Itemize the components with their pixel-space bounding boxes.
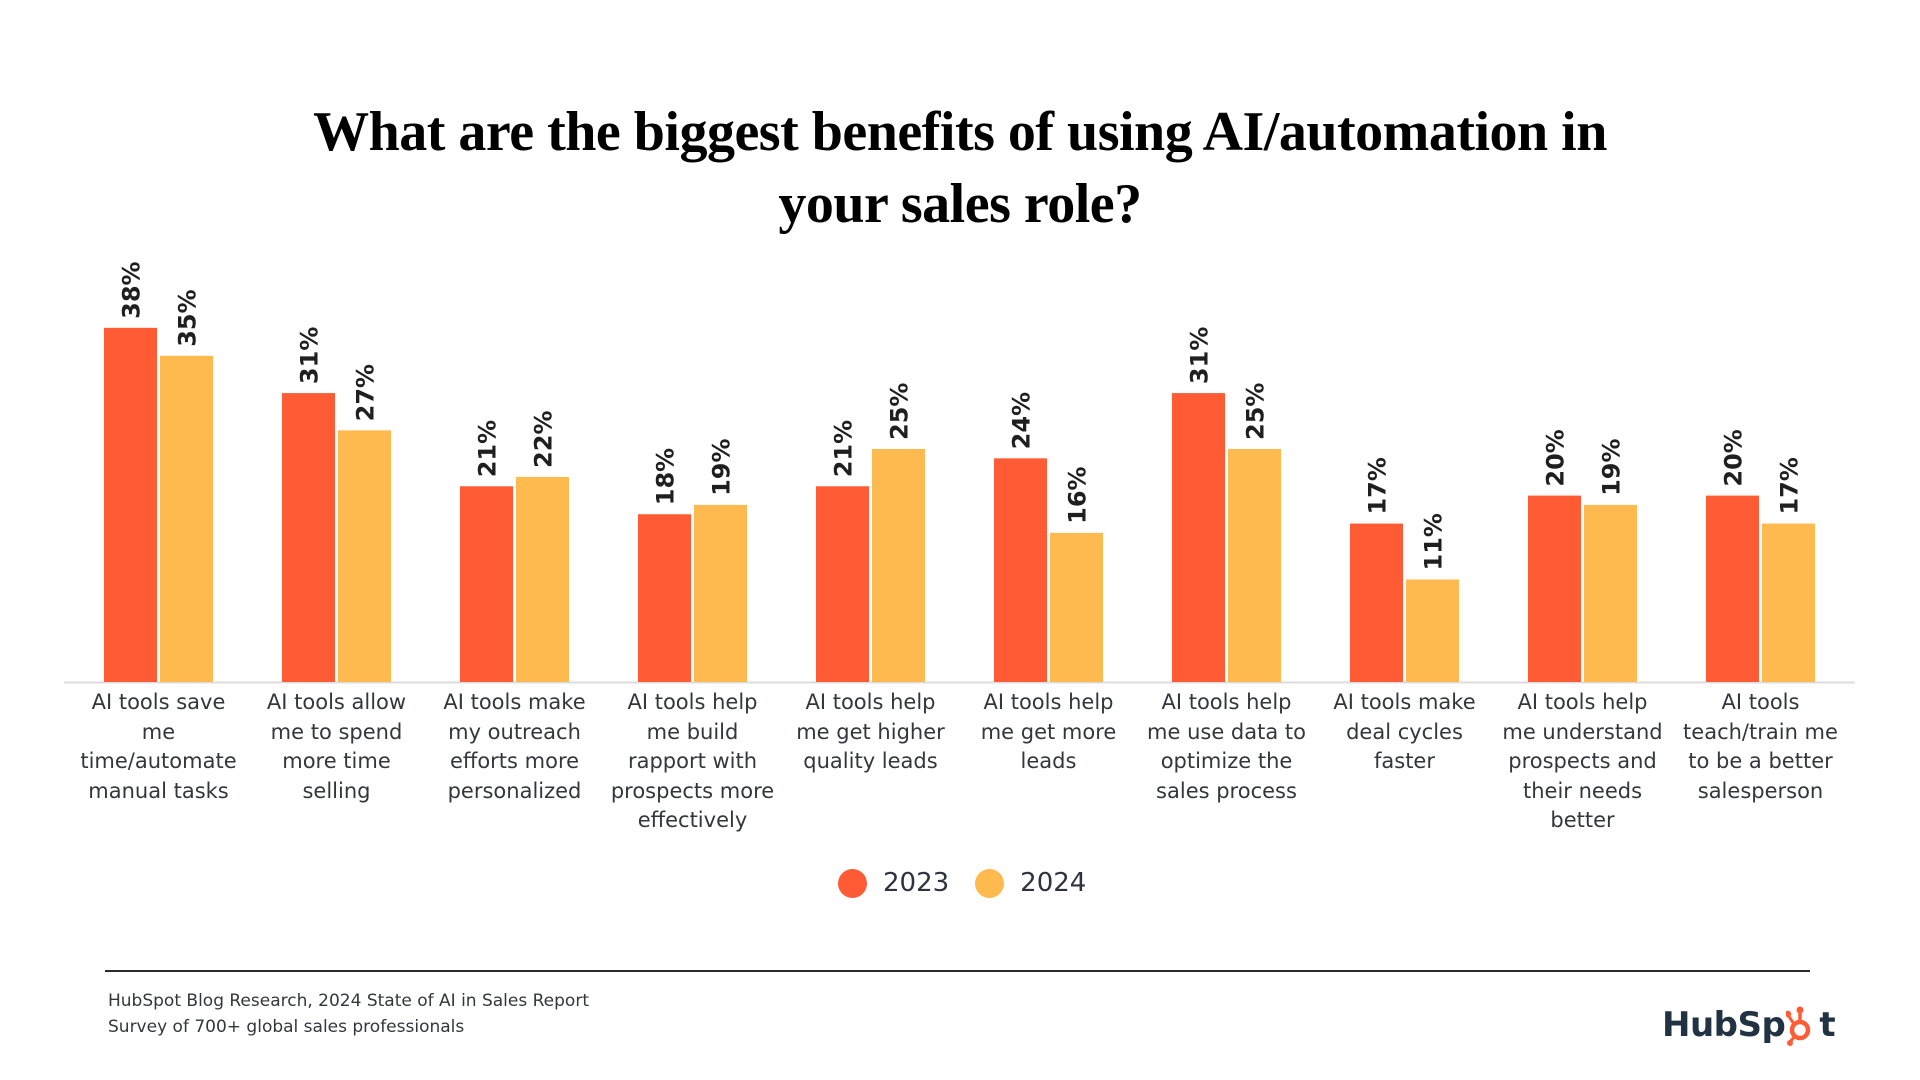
data-label-2023-5: 21%: [830, 420, 858, 477]
data-label-2024-2: 27%: [352, 364, 380, 421]
bar-2023-8: [1350, 523, 1403, 682]
data-label-2024-1: 35%: [174, 289, 202, 346]
data-label-2023-1: 38%: [118, 261, 146, 318]
legend: 2023 2024: [838, 868, 1112, 898]
data-label-2024-5: 25%: [886, 383, 914, 440]
bar-2023-1: [104, 327, 157, 682]
chart-title-line-2: your sales role?: [778, 173, 1142, 235]
category-label-8: AI tools make deal cycles faster: [1333, 690, 1476, 773]
category-label-2: AI tools allow me to spend more time sel…: [266, 690, 407, 803]
logo-text-start: HubSp: [1662, 1005, 1786, 1045]
category-label-5: AI tools help me get higher quality lead…: [796, 690, 945, 773]
data-label-2024-8: 11%: [1420, 513, 1448, 570]
hubspot-logo: HubSp t: [1662, 1003, 1836, 1047]
footer-source: HubSpot Blog Research, 2024 State of AI …: [108, 988, 589, 1040]
data-label-2023-9: 20%: [1542, 429, 1570, 486]
category-label-6: AI tools help me get more leads: [980, 690, 1117, 773]
bar-2023-2: [282, 393, 335, 682]
bar-2024-10: [1762, 523, 1815, 682]
data-label-2023-2: 31%: [296, 327, 324, 384]
bar-2023-6: [994, 458, 1047, 682]
bar-2023-7: [1172, 393, 1225, 682]
bar-chart: 38% 35% 31% 27% 21% 22% 18% 19% 21% 25% 24% 16% 31% 2…: [64, 261, 1855, 684]
bar-2024-4: [694, 504, 747, 682]
data-label-2023-6: 24%: [1008, 392, 1036, 449]
data-label-2023-4: 18%: [652, 448, 680, 505]
logo-text-end: t: [1819, 1005, 1836, 1045]
data-label-2023-7: 31%: [1186, 327, 1214, 384]
category-label-1: AI tools save me time/automate manual ta…: [80, 690, 237, 803]
legend-item-2024: 2024: [975, 868, 1086, 898]
bar-2024-1: [160, 355, 213, 682]
data-label-2024-6: 16%: [1064, 466, 1092, 523]
bar-2023-4: [638, 514, 691, 682]
category-label-3: AI tools make my outreach efforts more p…: [443, 690, 586, 803]
legend-item-2023: 2023: [838, 868, 949, 898]
footer-divider: [105, 970, 1810, 972]
bar-2023-9: [1528, 495, 1581, 682]
legend-swatch-2024: [975, 868, 1005, 898]
data-label-2024-3: 22%: [530, 411, 558, 468]
source-text: HubSpot Blog Research, 2024 State of AI …: [108, 991, 589, 1011]
data-label-2023-8: 17%: [1364, 457, 1392, 514]
data-label-2023-3: 21%: [474, 420, 502, 477]
data-label-2023-10: 20%: [1720, 429, 1748, 486]
bar-2023-5: [816, 486, 869, 682]
bar-2024-2: [338, 430, 391, 682]
chart-title: What are the biggest benefits of using A…: [0, 96, 1920, 240]
data-label-2024-10: 17%: [1776, 457, 1804, 514]
category-label-4: AI tools help me build rapport with pros…: [610, 690, 775, 832]
category-label-7: AI tools help me use data to optimize th…: [1147, 690, 1306, 803]
category-label-10: AI tools teach/train me to be a better s…: [1683, 690, 1838, 803]
bar-2024-5: [872, 449, 925, 682]
legend-label-2023: 2023: [883, 868, 950, 898]
bar-2023-3: [460, 486, 513, 682]
data-label-2024-4: 19%: [708, 438, 736, 495]
bar-2023-10: [1706, 495, 1759, 682]
hubspot-sprocket-icon: [1785, 1003, 1818, 1047]
chart-title-line-1: What are the biggest benefits of using A…: [313, 101, 1607, 163]
bar-2024-8: [1406, 579, 1459, 682]
legend-label-2024: 2024: [1020, 868, 1087, 898]
data-label-2024-7: 25%: [1242, 383, 1270, 440]
bar-2024-9: [1584, 504, 1637, 682]
survey-note: Survey of 700+ global sales professional…: [108, 1017, 465, 1037]
legend-swatch-2023: [838, 868, 867, 898]
data-label-2024-9: 19%: [1598, 438, 1626, 495]
bar-2024-6: [1050, 532, 1103, 682]
bar-2024-7: [1228, 449, 1281, 682]
bar-2024-3: [516, 476, 569, 682]
category-label-9: AI tools help me understand prospects an…: [1502, 690, 1663, 832]
